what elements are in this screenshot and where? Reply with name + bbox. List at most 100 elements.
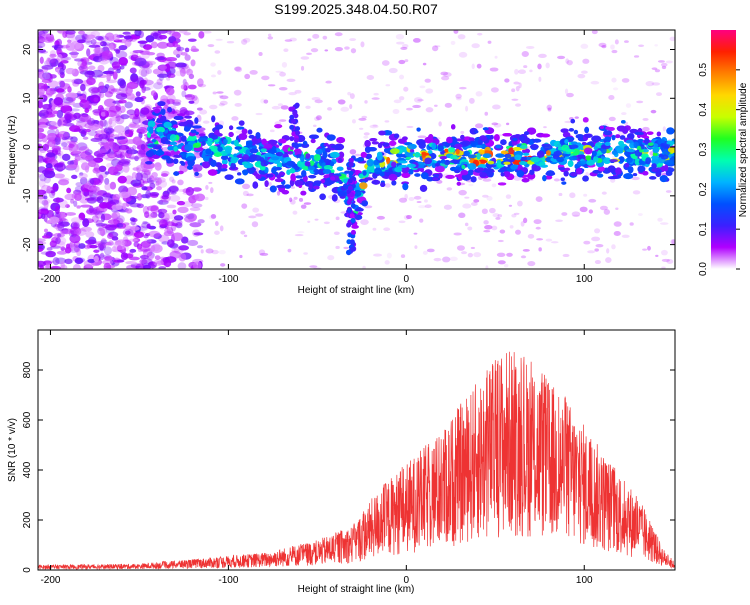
heatmap-cell — [260, 98, 266, 104]
heatmap-cell — [426, 248, 435, 253]
heatmap-cell — [118, 44, 128, 51]
heatmap-cell — [405, 156, 412, 160]
heatmap-cell — [43, 199, 49, 209]
heatmap-cell — [139, 246, 151, 252]
heatmap-cell — [72, 102, 84, 108]
heatmap-cell — [664, 164, 669, 172]
heatmap-cell — [50, 156, 56, 162]
heatmap-cell — [42, 71, 52, 80]
heatmap-cell — [122, 164, 130, 173]
heatmap-cell — [154, 150, 165, 156]
heatmap-cell — [242, 183, 251, 190]
heatmap-cell — [422, 62, 427, 66]
heatmap-cell — [242, 154, 250, 160]
heatmap-cell — [184, 54, 191, 61]
heatmap-cell — [128, 123, 141, 129]
heatmap-cell — [363, 132, 370, 136]
heatmap-cell — [562, 131, 571, 138]
heatmap-cell — [547, 107, 552, 112]
heatmap-cell — [56, 223, 65, 229]
heatmap-cell — [57, 130, 70, 140]
heatmap-cell — [535, 226, 541, 230]
heatmap-cell — [82, 136, 89, 140]
heatmap-cell — [125, 230, 131, 235]
heatmap-cell — [246, 193, 254, 197]
heatmap-cell — [150, 212, 158, 218]
heatmap-cell — [297, 231, 305, 234]
heatmap-cell — [249, 70, 258, 75]
heatmap-cell — [38, 49, 46, 53]
heatmap-cell — [483, 220, 489, 225]
colorbar-gradient — [711, 30, 736, 269]
heatmap-cell — [104, 177, 110, 185]
y-tick-label: 600 — [22, 411, 33, 428]
heatmap-cell — [473, 252, 482, 258]
heatmap-cell — [202, 120, 210, 124]
heatmap-cell — [398, 59, 406, 65]
heatmap-cell — [188, 100, 195, 104]
heatmap-cell — [654, 44, 658, 47]
heatmap-cell — [59, 177, 70, 182]
spectrogram-x-ticks: -200 -100 0 100 — [40, 30, 593, 285]
heatmap-cell — [473, 199, 480, 203]
heatmap-cell — [82, 91, 87, 99]
heatmap-cell — [186, 156, 196, 161]
heatmap-cell — [64, 212, 77, 216]
heatmap-cell — [173, 115, 184, 121]
heatmap-cell — [236, 126, 245, 130]
heatmap-cell — [173, 171, 180, 176]
heatmap-cell — [470, 246, 475, 249]
heatmap-cell — [621, 120, 626, 124]
heatmap-cell — [87, 258, 96, 263]
heatmap-cell — [611, 244, 616, 250]
heatmap-cell — [388, 140, 397, 146]
heatmap-cell — [237, 172, 242, 176]
heatmap-cell — [599, 125, 605, 129]
heatmap-cell — [503, 161, 511, 165]
heatmap-cell — [434, 45, 441, 48]
heatmap-cell — [38, 208, 50, 215]
heatmap-cell — [151, 172, 158, 178]
heatmap-cell — [113, 150, 123, 158]
heatmap-cell — [46, 152, 56, 158]
heatmap-cell — [158, 266, 166, 269]
heatmap-cell — [432, 45, 439, 52]
heatmap-cell — [263, 153, 273, 158]
heatmap-cell — [515, 229, 521, 235]
heatmap-cell — [550, 241, 559, 244]
snr-series-line — [37, 351, 676, 571]
heatmap-cell — [105, 128, 113, 136]
heatmap-cell — [252, 140, 259, 145]
heatmap-cell — [327, 107, 333, 111]
heatmap-cell — [264, 180, 269, 187]
heatmap-cell — [73, 200, 78, 207]
heatmap-cell — [577, 73, 586, 79]
heatmap-cell — [118, 132, 123, 136]
heatmap-cell — [572, 214, 580, 217]
y-tick-label: 200 — [22, 511, 33, 528]
heatmap-cell — [514, 68, 519, 75]
heatmap-cell — [637, 165, 646, 173]
heatmap-cell — [422, 250, 428, 255]
heatmap-cell — [53, 163, 64, 168]
heatmap-cell — [396, 152, 403, 158]
heatmap-cell — [167, 30, 176, 33]
heatmap-cell — [566, 60, 573, 66]
heatmap-cell — [73, 159, 79, 166]
heatmap-cell — [58, 179, 70, 186]
heatmap-cell — [57, 118, 67, 127]
heatmap-cell — [434, 163, 440, 167]
heatmap-cell — [156, 78, 163, 86]
heatmap-cell — [398, 138, 406, 144]
heatmap-cell — [542, 144, 553, 150]
heatmap-cell — [73, 222, 78, 229]
heatmap-cell — [53, 97, 64, 106]
heatmap-cell — [64, 258, 73, 265]
heatmap-cell — [259, 252, 269, 256]
heatmap-cell — [47, 132, 58, 141]
heatmap-cell — [483, 168, 494, 172]
heatmap-cell — [59, 221, 70, 227]
